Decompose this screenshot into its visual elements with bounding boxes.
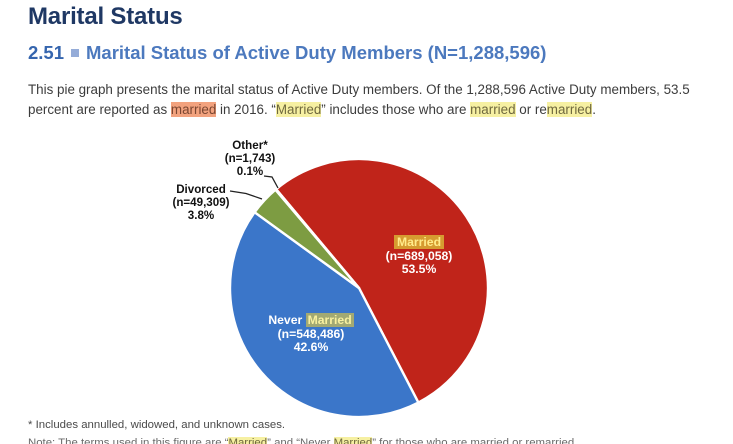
highlighted-text: Married bbox=[393, 235, 445, 249]
pie-label-divorced-pct: 3.8% bbox=[187, 209, 215, 223]
highlighted-text: Married bbox=[228, 437, 268, 444]
pie-slice-married bbox=[274, 157, 490, 404]
text-run: Note: The terms used in this figure are … bbox=[28, 437, 229, 444]
leader-lines-group bbox=[229, 175, 279, 200]
text-run: . bbox=[592, 101, 596, 117]
pie-label-divorced-name: Divorced bbox=[176, 183, 226, 196]
text-run: or re bbox=[515, 101, 547, 117]
section-number: 2.51 bbox=[28, 42, 65, 63]
text-run: in 2016. “ bbox=[216, 101, 276, 117]
pie-label-never-married-name: Never Married bbox=[251, 313, 371, 328]
highlighted-text: Married bbox=[333, 437, 373, 444]
text-run: ” for those who are married or remarried… bbox=[372, 437, 578, 444]
pie-label-married-pct: 53.5% bbox=[401, 262, 437, 277]
pie-label-other-pct: 0.1% bbox=[236, 165, 264, 179]
highlighted-text: married bbox=[546, 101, 593, 117]
highlighted-text: married bbox=[470, 101, 516, 117]
section-bullet-square-icon bbox=[71, 49, 80, 58]
pie-label-never-married-pct: 42.6% bbox=[293, 340, 329, 355]
page-title: Marital Status bbox=[28, 3, 183, 30]
section-title: Marital Status of Active Duty Members (N… bbox=[86, 42, 547, 63]
highlighted-text: Married bbox=[275, 101, 322, 117]
pie-label-never-married: Never Married (n=548,486) 42.6% bbox=[251, 313, 371, 355]
text-run: ” includes those who are bbox=[321, 101, 471, 117]
pie-label-other-n: (n=1,743) bbox=[224, 152, 276, 166]
footnote: * Includes annulled, widowed, and unknow… bbox=[28, 419, 286, 431]
text-run: This pie graph presents the marital stat… bbox=[28, 82, 690, 117]
text-run: Never bbox=[268, 313, 306, 327]
text-run: ” and “Never bbox=[267, 437, 334, 444]
highlighted-text: Married bbox=[305, 313, 354, 327]
description-paragraph: This pie graph presents the marital stat… bbox=[28, 80, 712, 119]
leader-line-divorced bbox=[229, 190, 263, 200]
pie-slices-group bbox=[228, 157, 490, 419]
pie-label-other-name: Other* bbox=[232, 139, 268, 152]
pie-label-divorced-n: (n=49,309) bbox=[172, 196, 230, 210]
pie-label-other: Other* (n=1,743) 0.1% bbox=[200, 139, 300, 179]
leader-line-other bbox=[263, 175, 279, 189]
pie-label-married-name: Married bbox=[359, 235, 479, 250]
pie-label-never-married-n: (n=548,486) bbox=[277, 326, 345, 341]
pie-slice-other bbox=[274, 187, 361, 290]
pie-label-divorced: Divorced (n=49,309) 3.8% bbox=[151, 183, 251, 223]
note-line-clipped: Note: The terms used in this figure are … bbox=[28, 437, 577, 444]
pie-label-married-n: (n=689,058) bbox=[385, 248, 453, 263]
pie-label-married: Married (n=689,058) 53.5% bbox=[359, 235, 479, 277]
highlighted-text: married bbox=[170, 101, 217, 117]
section-heading: 2.51 Marital Status of Active Duty Member… bbox=[28, 42, 546, 64]
